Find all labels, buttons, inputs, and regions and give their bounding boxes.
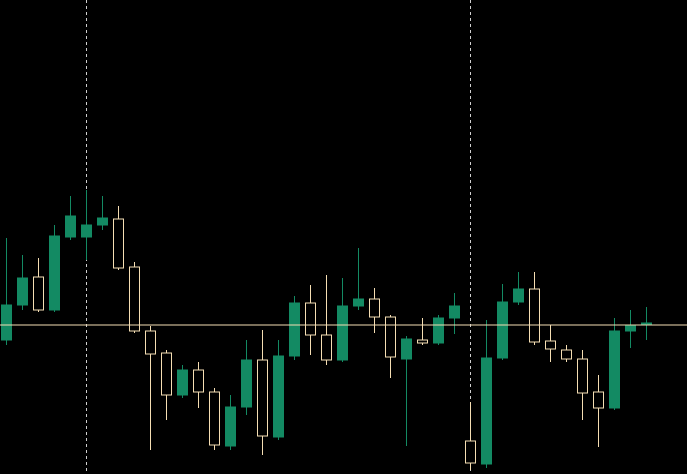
candle-body — [49, 235, 60, 311]
candle-body — [353, 298, 364, 307]
candle-body — [17, 277, 28, 306]
candle-body — [385, 316, 396, 358]
candle-body — [209, 391, 220, 446]
candle-body — [33, 276, 44, 311]
candle-body — [193, 369, 204, 393]
candle-body — [321, 334, 332, 361]
candle-body — [609, 330, 620, 409]
candle-body — [577, 358, 588, 394]
candle-body — [449, 305, 460, 319]
candle-body — [433, 317, 444, 344]
candle-body — [177, 369, 188, 396]
candle-body — [337, 305, 348, 361]
candle-body — [273, 355, 284, 438]
candle-body — [257, 359, 268, 437]
candle-body — [305, 302, 316, 336]
candle-body — [513, 288, 524, 303]
candle-body — [129, 266, 140, 332]
candle-body — [225, 406, 236, 447]
candle-body — [625, 324, 636, 332]
candle-body — [113, 218, 124, 269]
candle-body — [65, 215, 76, 238]
candle-body — [545, 340, 556, 350]
candle-body — [161, 352, 172, 396]
candle-body — [593, 391, 604, 409]
candle-body — [529, 288, 540, 343]
candle-body — [561, 349, 572, 360]
candle-body — [369, 298, 380, 318]
candle-body — [289, 302, 300, 357]
candle-body — [497, 301, 508, 359]
candle-body — [81, 224, 92, 238]
candle-body — [145, 330, 156, 355]
candle-body — [97, 217, 108, 226]
candle-body — [401, 338, 412, 360]
candle-body — [465, 440, 476, 464]
candle-body — [417, 339, 428, 344]
candle-body — [241, 359, 252, 408]
candle-body — [481, 357, 492, 465]
candle-body — [1, 304, 12, 341]
